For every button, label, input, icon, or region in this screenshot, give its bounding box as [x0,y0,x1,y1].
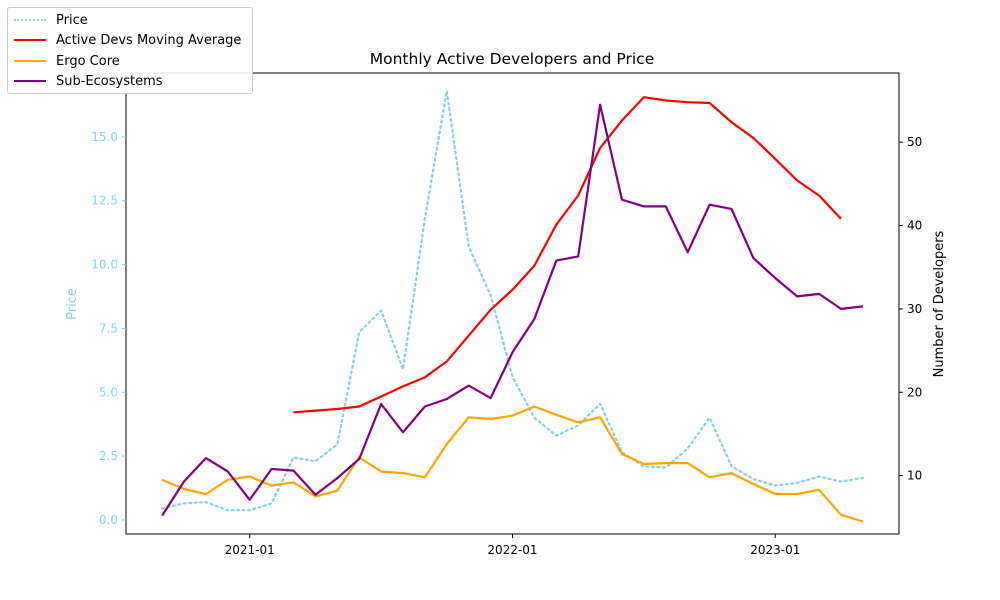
legend-swatch-sub-ecosystems [14,80,46,82]
legend-swatch-ergo-core [14,60,46,62]
price-tick-label: 2.5 [99,449,118,463]
series-line-price [161,89,864,512]
plot-area [161,89,864,523]
price-tick-label: 12.5 [91,194,118,208]
legend-swatch-price [14,19,46,21]
x-tick-label: 2021-01 [225,543,275,557]
developers-tick-label: 10 [907,469,922,483]
legend-label-price: Price [56,12,88,28]
right-axis-label: Number of Developers [932,230,947,377]
legend-label-ergo-core: Ergo Core [56,53,120,69]
developers-tick-label: 30 [907,302,922,316]
legend: Price Active Devs Moving Average Ergo Co… [7,7,253,94]
developers-tick-label: 40 [907,219,922,233]
price-tick-label: 10.0 [91,258,118,272]
price-axis: 0.0 2.5 5.0 7.5 10.0 12.5 15.0 [91,130,126,527]
developers-tick-label: 20 [907,385,922,399]
price-tick-label: 5.0 [99,385,118,399]
legend-swatch-active-devs [14,39,46,41]
plot-frame [125,72,900,535]
legend-item-sub-ecosystems: Sub-Ecosystems [14,71,163,91]
series-line-ergo-core [161,405,864,523]
price-tick-label: 15.0 [91,130,118,144]
developers-tick-label: 50 [907,135,922,149]
legend-label-sub-ecosystems: Sub-Ecosystems [56,73,163,89]
series-line-sub-ecosystems [161,103,864,517]
left-axis-label: Price [65,288,80,320]
legend-item-active-devs: Active Devs Moving Average [14,30,241,50]
legend-item-ergo-core: Ergo Core [14,51,120,71]
x-axis: 2021-01 2022-01 2023-01 [225,534,800,557]
chart-title: Monthly Active Developers and Price [370,50,654,68]
legend-item-price: Price [14,10,88,30]
developers-axis: 10 20 30 40 50 [899,135,922,483]
price-tick-label: 7.5 [99,321,118,335]
legend-label-active-devs: Active Devs Moving Average [56,32,242,48]
price-tick-label: 0.0 [99,513,118,527]
x-tick-label: 2023-01 [750,543,800,557]
x-tick-label: 2022-01 [487,543,537,557]
series-line-active-devs-moving-average [293,96,842,414]
